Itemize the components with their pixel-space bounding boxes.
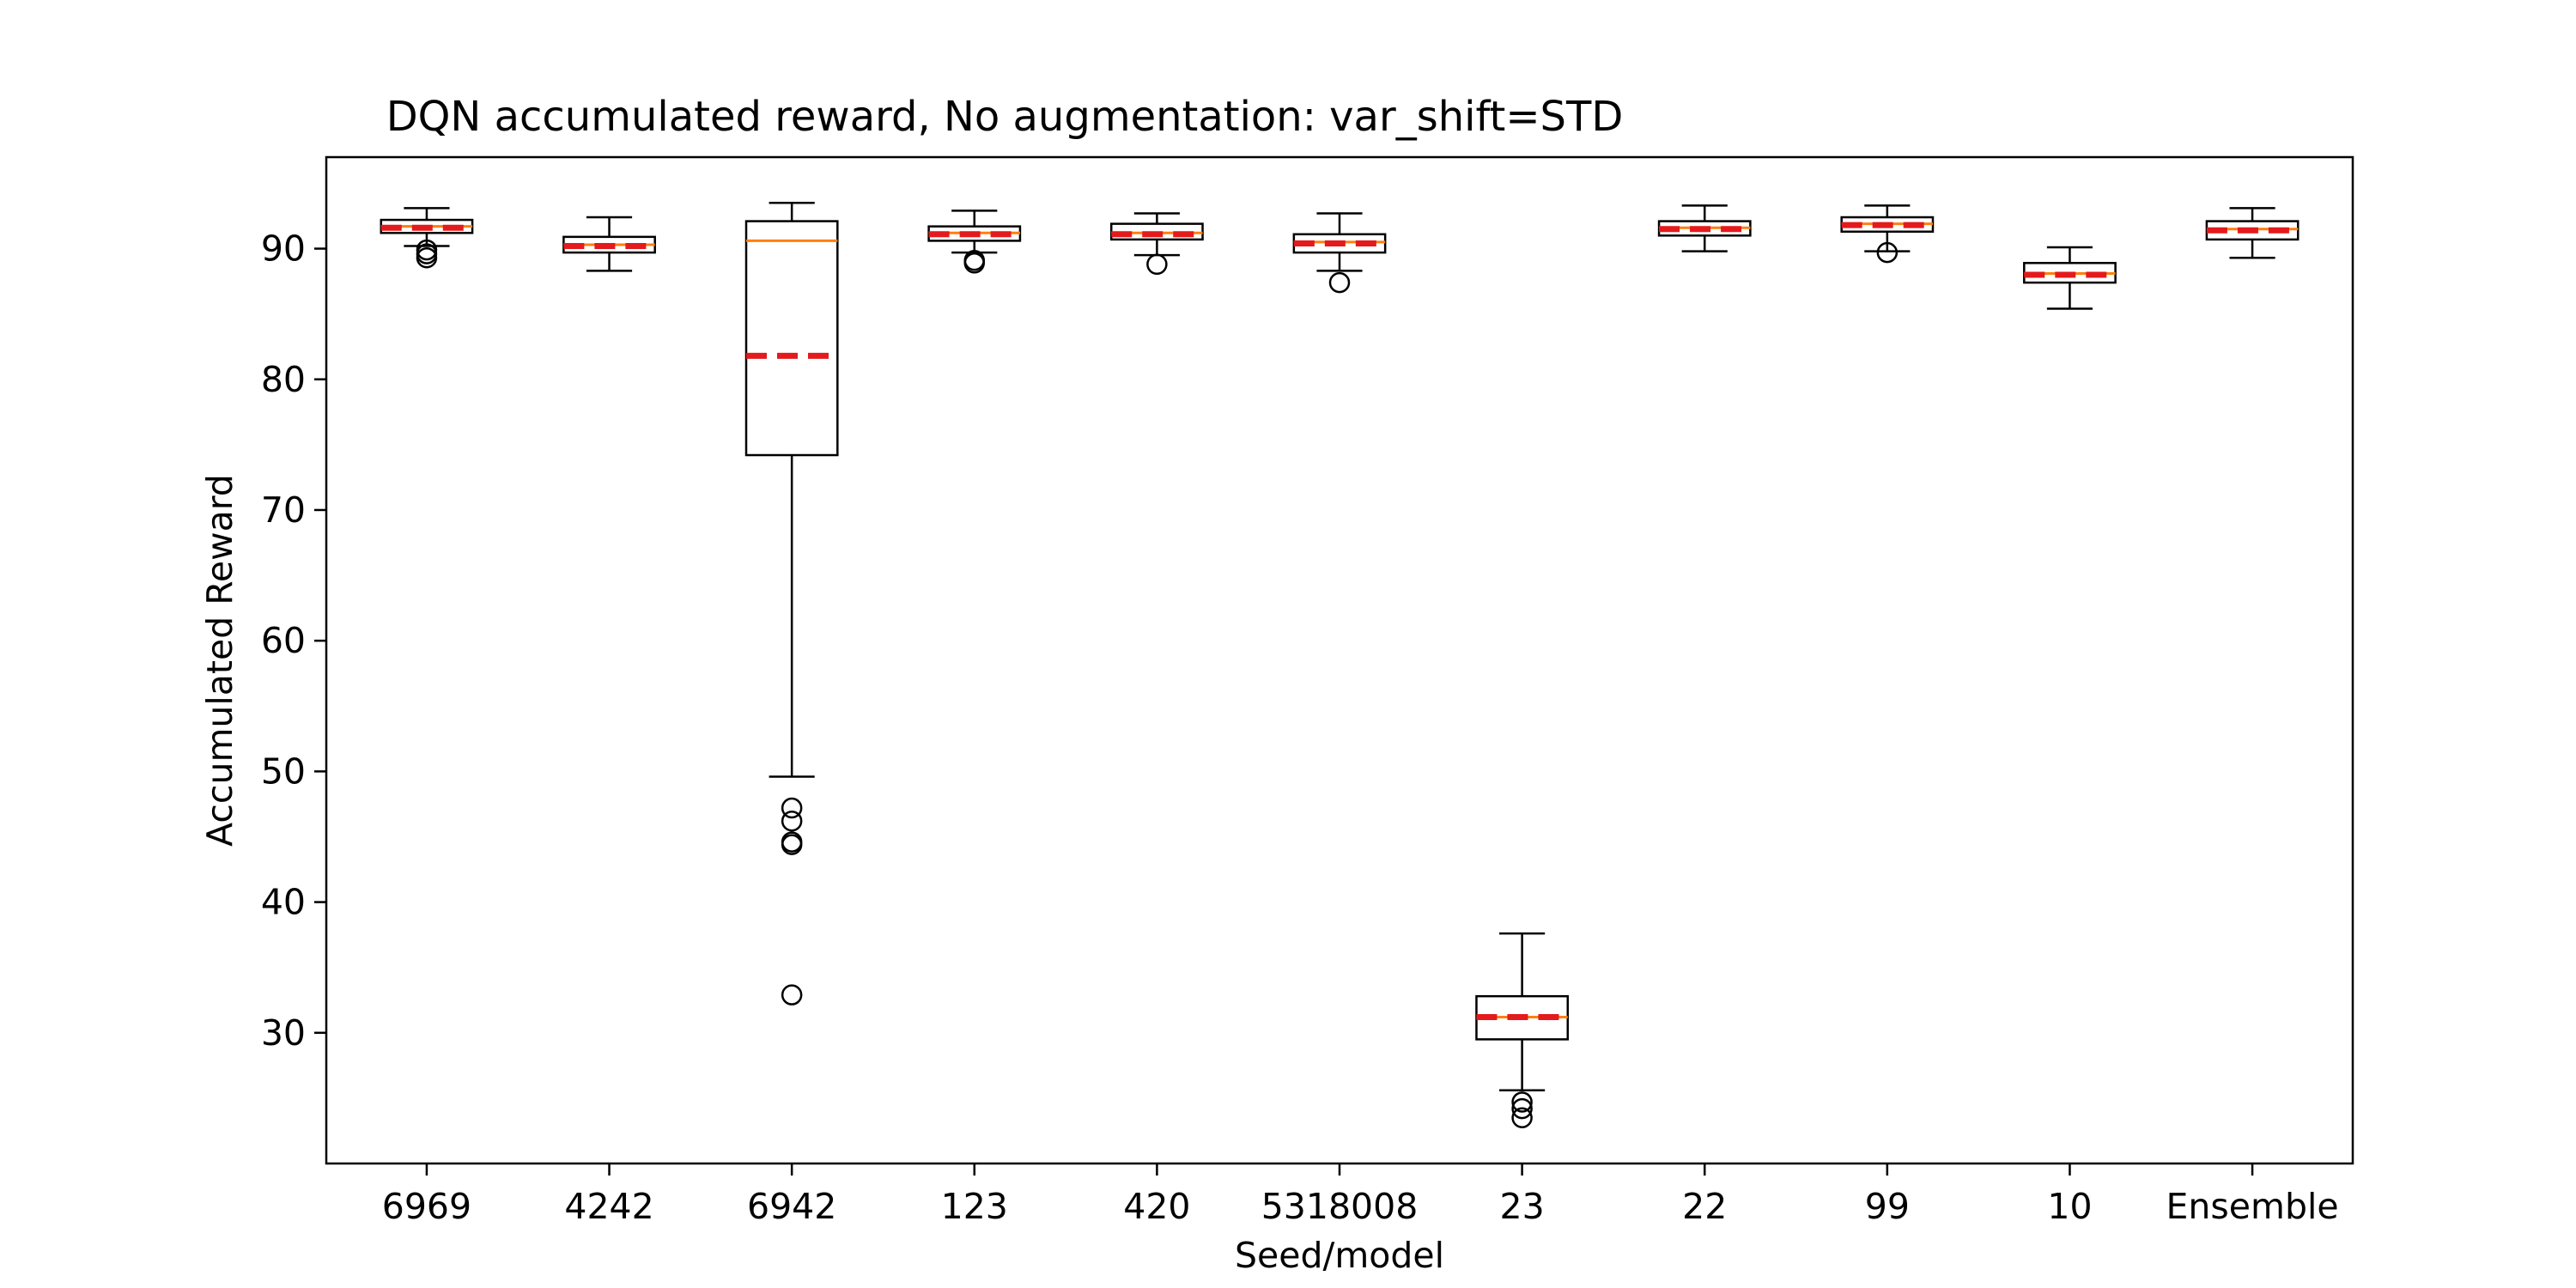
outlier-point bbox=[781, 834, 803, 855]
outlier-point bbox=[1876, 241, 1899, 264]
x-tick-label: 4242 bbox=[564, 1186, 653, 1227]
x-tick-label: 5318008 bbox=[1261, 1186, 1419, 1227]
outlier-point bbox=[963, 249, 986, 271]
plot-marks: 30 40 50 60 70 80 90 6969 4242 6942 123 420 5318008 2… bbox=[261, 202, 2339, 1227]
plot-frame bbox=[325, 155, 2354, 1165]
box bbox=[744, 220, 839, 457]
y-tick-label: 50 bbox=[261, 750, 306, 792]
x-tick-label: 420 bbox=[1123, 1186, 1190, 1227]
outlier-point bbox=[1511, 1107, 1533, 1128]
outlier-point bbox=[1146, 253, 1168, 276]
x-tick-label: 123 bbox=[941, 1186, 1008, 1227]
outlier-point bbox=[781, 797, 803, 819]
x-tick-label: 6942 bbox=[747, 1186, 836, 1227]
y-axis-label: Accumulated Reward bbox=[199, 474, 240, 847]
outlier-point bbox=[1511, 1097, 1533, 1120]
y-tick-label: 60 bbox=[261, 620, 306, 661]
y-tick-label: 70 bbox=[261, 489, 306, 531]
y-tick-label: 90 bbox=[261, 228, 306, 270]
y-tick-label: 30 bbox=[261, 1012, 306, 1054]
x-tick-label: 6969 bbox=[382, 1186, 471, 1227]
outlier-point bbox=[781, 810, 803, 832]
y-tick-label: 80 bbox=[261, 359, 306, 400]
x-tick-label: 22 bbox=[1682, 1186, 1727, 1227]
x-tick-label: 99 bbox=[1865, 1186, 1910, 1227]
x-tick-label: 23 bbox=[1500, 1186, 1545, 1227]
y-tick-label: 40 bbox=[261, 882, 306, 923]
x-tick-label: 10 bbox=[2047, 1186, 2092, 1227]
outlier-point bbox=[1511, 1091, 1533, 1113]
outlier-point bbox=[1328, 271, 1351, 294]
outlier-point bbox=[416, 239, 438, 261]
x-axis-label: Seed/model bbox=[1235, 1235, 1444, 1276]
outlier-point bbox=[781, 984, 803, 1005]
x-tick-label: Ensemble bbox=[2166, 1186, 2339, 1227]
chart-title: DQN accumulated reward, No augmentation:… bbox=[386, 93, 1624, 141]
